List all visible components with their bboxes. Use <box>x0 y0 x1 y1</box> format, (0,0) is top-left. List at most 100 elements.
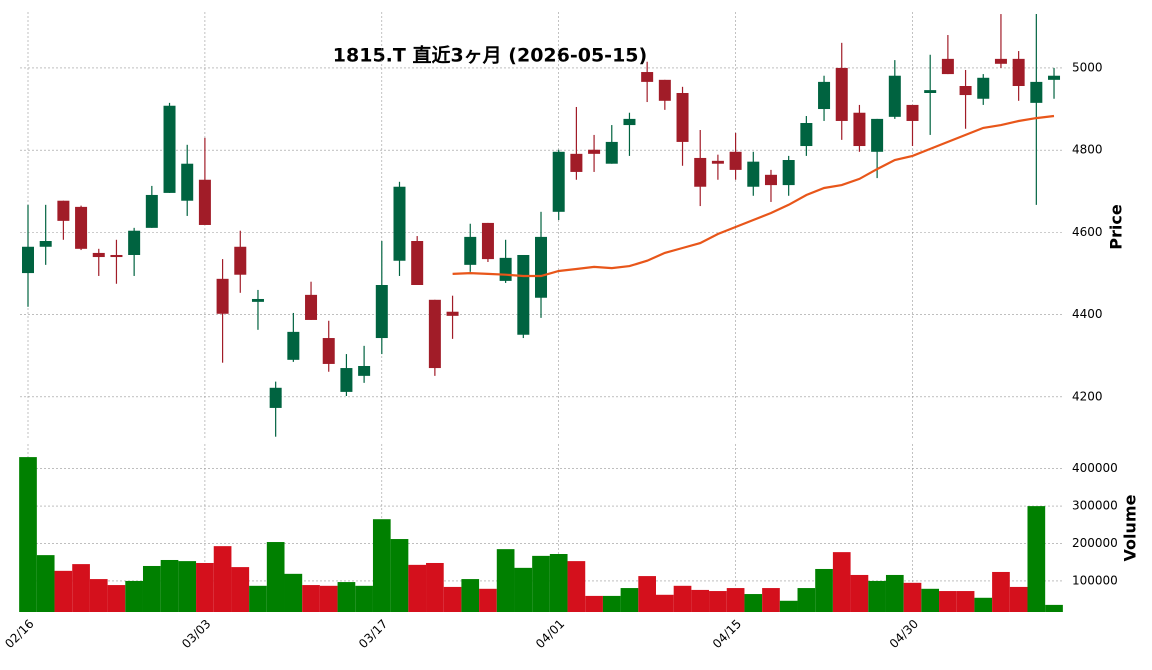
candle-body <box>641 72 654 82</box>
candle-body <box>39 241 52 247</box>
candle-body <box>888 75 901 117</box>
volume-bar <box>655 594 674 612</box>
volume-bar <box>939 591 957 612</box>
volume-bar <box>372 519 391 612</box>
volume-bar <box>496 549 515 612</box>
volume-bar <box>921 588 940 612</box>
candle-body <box>128 230 141 255</box>
volume-bar <box>479 588 497 612</box>
volume-bar <box>355 585 373 612</box>
candle-body <box>22 246 34 274</box>
volume-axis-label: Volume <box>1121 494 1140 561</box>
candle-body <box>92 252 105 258</box>
volume-bar <box>549 554 568 612</box>
volume-bar <box>956 591 975 612</box>
volume-bar <box>992 571 1010 612</box>
volume-bar <box>426 562 444 612</box>
candle-body <box>269 387 282 408</box>
volume-bar <box>585 595 603 612</box>
volume-bar <box>249 585 267 612</box>
candle-body <box>605 141 618 164</box>
candle-body <box>835 67 848 121</box>
y-tick-label: 4800 <box>1072 143 1103 157</box>
candle-body <box>393 186 406 261</box>
volume-bar <box>36 555 55 612</box>
volume-bar <box>54 570 73 612</box>
candle-body <box>535 236 548 298</box>
volume-bar <box>125 580 143 612</box>
volume-bar <box>832 552 851 612</box>
candle-body <box>694 157 707 187</box>
volume-bar <box>142 565 161 612</box>
candle-body <box>411 241 424 285</box>
candle-body <box>375 284 388 339</box>
candle-body <box>818 81 831 110</box>
candle-body <box>198 179 211 225</box>
candle-body <box>782 160 795 186</box>
volume-bar <box>815 568 833 612</box>
y-tick-label: 4400 <box>1072 307 1103 321</box>
candle-body <box>906 104 919 121</box>
candle-body <box>163 105 176 193</box>
volume-tick-label: 200000 <box>1072 536 1118 550</box>
candle-body <box>711 160 724 164</box>
y-tick-label: 4200 <box>1072 389 1103 403</box>
volume-bar <box>319 585 338 612</box>
volume-bar <box>408 564 427 612</box>
candle-body <box>764 174 777 186</box>
candle-body <box>464 236 477 265</box>
candle-body <box>446 311 459 316</box>
candle-body <box>977 77 990 99</box>
volume-bar <box>196 562 214 612</box>
candle-body <box>588 149 601 154</box>
candle-body <box>305 294 318 320</box>
volume-bar <box>620 588 639 612</box>
candle-body <box>340 368 353 392</box>
volume-bar <box>638 576 656 612</box>
volume-bar <box>691 589 710 612</box>
candle-body <box>729 151 742 170</box>
volume-bar <box>567 561 586 612</box>
volume-bar <box>602 595 621 612</box>
candle-body <box>994 58 1007 64</box>
volume-bar <box>337 582 356 612</box>
volume-bar <box>885 574 904 612</box>
volume-bar <box>302 585 320 612</box>
volume-bar <box>213 546 232 612</box>
candle-body <box>517 254 530 335</box>
candle-body <box>1048 75 1061 80</box>
candle-body <box>959 86 972 96</box>
volume-bar <box>850 574 869 612</box>
volume-bar <box>709 591 727 612</box>
candle-body <box>287 331 300 360</box>
volume-bar <box>779 600 798 612</box>
volume-bar <box>532 555 550 612</box>
volume-bar <box>89 579 108 612</box>
candle-body <box>145 194 158 228</box>
volume-bar <box>266 542 285 612</box>
candle-body <box>481 222 494 260</box>
chart-title: 1815.T 直近3ヶ月 (2026-05-15) <box>333 44 647 67</box>
volume-tick-label: 300000 <box>1072 499 1118 513</box>
candle-body <box>75 206 88 249</box>
candle-body <box>181 163 194 201</box>
volume-bar <box>19 457 37 612</box>
x-tick-label: 04/30 <box>887 617 921 651</box>
volume-bar <box>284 573 303 612</box>
volume-bar <box>390 539 409 612</box>
volume-bar <box>974 597 993 612</box>
volume-bar <box>762 588 780 612</box>
moving-average-line <box>452 114 1055 278</box>
y-tick-label: 4600 <box>1072 225 1103 239</box>
candle-body <box>747 161 760 187</box>
y-axis-label: Price <box>1107 204 1126 250</box>
volume-bar <box>1027 506 1046 612</box>
x-tick-label: 03/17 <box>356 617 390 651</box>
volume-tick-label: 400000 <box>1072 461 1118 475</box>
candle-body <box>110 254 123 258</box>
volume-bar <box>107 585 126 612</box>
volume-bar <box>514 567 533 612</box>
volume-bar <box>72 564 90 612</box>
candle-body <box>234 246 247 275</box>
